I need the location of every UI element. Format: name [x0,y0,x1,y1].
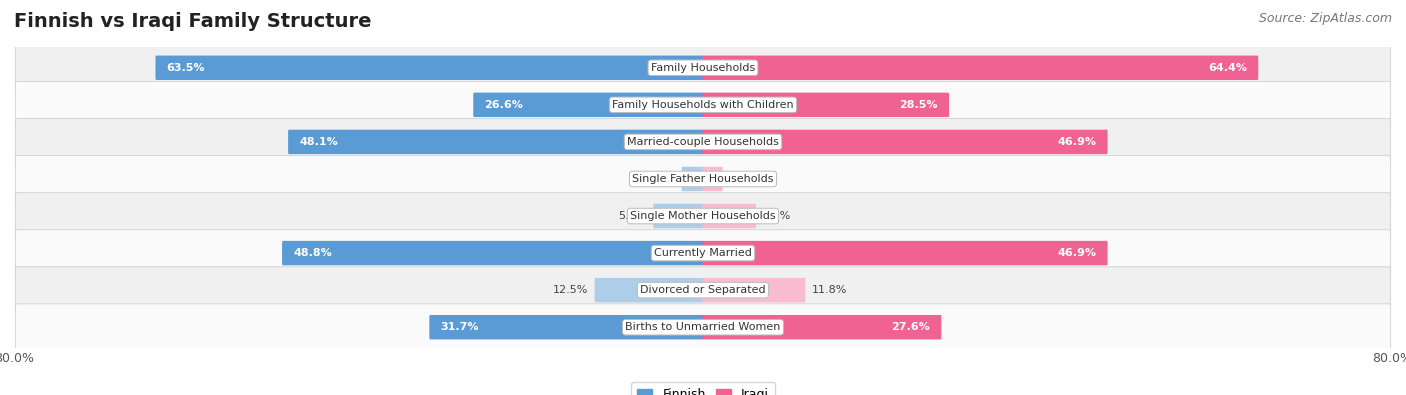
FancyBboxPatch shape [283,241,703,265]
Text: 6.1%: 6.1% [762,211,790,221]
FancyBboxPatch shape [595,278,703,303]
FancyBboxPatch shape [703,92,949,117]
FancyBboxPatch shape [15,304,1391,351]
FancyBboxPatch shape [654,204,703,228]
Text: 28.5%: 28.5% [900,100,938,110]
FancyBboxPatch shape [703,56,1258,80]
Text: 46.9%: 46.9% [1057,137,1097,147]
Text: 26.6%: 26.6% [484,100,523,110]
FancyBboxPatch shape [288,130,703,154]
FancyBboxPatch shape [15,156,1391,202]
Text: Currently Married: Currently Married [654,248,752,258]
Text: Single Father Households: Single Father Households [633,174,773,184]
FancyBboxPatch shape [474,92,703,117]
Text: 27.6%: 27.6% [891,322,931,332]
Legend: Finnish, Iraqi: Finnish, Iraqi [631,382,775,395]
Text: Married-couple Households: Married-couple Households [627,137,779,147]
Text: 5.7%: 5.7% [619,211,647,221]
FancyBboxPatch shape [15,81,1391,128]
FancyBboxPatch shape [429,315,703,339]
Text: 2.2%: 2.2% [728,174,758,184]
Text: 48.8%: 48.8% [292,248,332,258]
Text: Source: ZipAtlas.com: Source: ZipAtlas.com [1258,12,1392,25]
Text: 2.4%: 2.4% [647,174,675,184]
Text: 46.9%: 46.9% [1057,248,1097,258]
Text: 31.7%: 31.7% [440,322,479,332]
Text: 11.8%: 11.8% [811,285,846,295]
FancyBboxPatch shape [15,193,1391,239]
FancyBboxPatch shape [703,241,1108,265]
Text: Family Households: Family Households [651,63,755,73]
FancyBboxPatch shape [703,167,723,191]
Text: 64.4%: 64.4% [1208,63,1247,73]
FancyBboxPatch shape [156,56,703,80]
Text: 12.5%: 12.5% [553,285,589,295]
FancyBboxPatch shape [703,204,756,228]
Text: 63.5%: 63.5% [166,63,205,73]
Text: Divorced or Separated: Divorced or Separated [640,285,766,295]
Text: Finnish vs Iraqi Family Structure: Finnish vs Iraqi Family Structure [14,12,371,31]
Text: Single Mother Households: Single Mother Households [630,211,776,221]
FancyBboxPatch shape [682,167,703,191]
FancyBboxPatch shape [703,130,1108,154]
FancyBboxPatch shape [703,315,942,339]
Text: Family Households with Children: Family Households with Children [612,100,794,110]
Text: Births to Unmarried Women: Births to Unmarried Women [626,322,780,332]
FancyBboxPatch shape [15,230,1391,276]
FancyBboxPatch shape [703,278,806,303]
FancyBboxPatch shape [15,118,1391,165]
Text: 48.1%: 48.1% [299,137,337,147]
FancyBboxPatch shape [15,44,1391,91]
FancyBboxPatch shape [15,267,1391,314]
